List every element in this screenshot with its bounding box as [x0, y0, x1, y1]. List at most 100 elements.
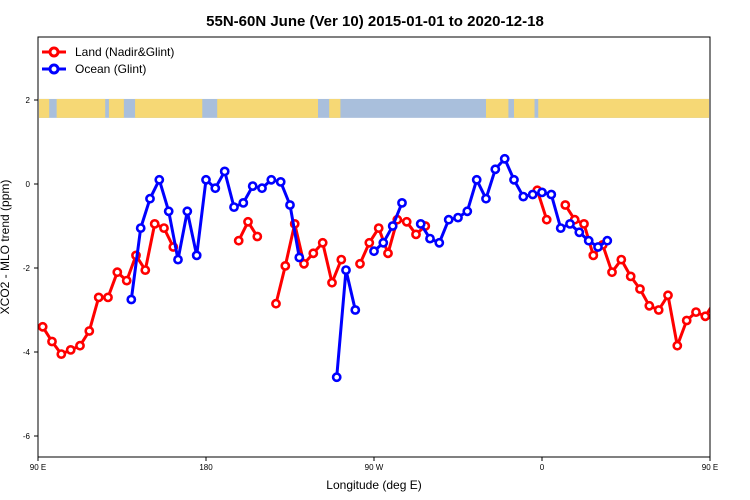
legend: Land (Nadir&Glint) Ocean (Glint)	[42, 45, 174, 76]
land-data-point	[336, 254, 347, 265]
x-tick-label: 180	[199, 463, 213, 472]
ocean-data-point	[238, 197, 249, 208]
land-series-line	[41, 222, 175, 356]
land-band-segment	[39, 98, 50, 118]
ocean-data-point	[509, 174, 519, 185]
land-data-point	[720, 325, 727, 332]
land-data-point	[709, 300, 710, 303]
ocean-data-point	[387, 221, 398, 231]
land-data-point	[625, 271, 636, 282]
legend-land-marker	[48, 46, 60, 58]
land-data-point	[588, 250, 599, 261]
land-data-point	[38, 321, 48, 332]
ocean-data-point	[565, 218, 575, 229]
land-band-segment	[108, 98, 124, 118]
y-tick-label: 2	[26, 96, 31, 105]
ocean-data-point	[369, 246, 379, 257]
land-data-point	[65, 344, 76, 355]
land-data-point	[730, 338, 737, 345]
ocean-data-point	[331, 372, 342, 383]
y-tick-label: -2	[23, 264, 31, 273]
ocean-data-point	[537, 187, 547, 198]
ocean-data-point	[518, 191, 529, 202]
land-band-segment	[538, 98, 709, 118]
land-data-point	[373, 223, 384, 233]
ocean-data-point	[574, 227, 585, 238]
land-data-point	[233, 235, 244, 246]
land-data-point	[364, 237, 375, 248]
land-data-point	[149, 218, 160, 229]
land-data-point	[93, 292, 104, 303]
ocean-data-point	[499, 153, 510, 164]
land-data-point	[560, 200, 571, 210]
x-tick-label: 90 W	[365, 463, 384, 472]
x-tick-label: 90 E	[702, 463, 718, 472]
ocean-data-point	[191, 250, 202, 261]
land-data-point	[317, 237, 328, 248]
ocean-data-point	[229, 202, 239, 212]
ocean-data-point	[443, 214, 454, 225]
land-data-point	[672, 340, 683, 351]
land-data-point	[355, 258, 365, 269]
ocean-data-point	[210, 183, 221, 194]
ocean-series-line	[335, 268, 357, 378]
land-data-point	[47, 336, 57, 347]
land-data-point	[607, 267, 617, 278]
ocean-data-point	[583, 235, 594, 246]
ocean-data-point	[145, 193, 155, 204]
y-tick-label: -6	[23, 432, 31, 441]
land-data-point	[280, 260, 291, 271]
x-axis-label: Longitude (deg E)	[326, 478, 421, 492]
y-tick-label: 0	[26, 180, 31, 189]
land-band-segment	[217, 98, 318, 118]
land-series-line	[564, 204, 710, 348]
ocean-data-point	[462, 206, 473, 217]
land-data-point	[681, 315, 692, 326]
legend-ocean-marker	[48, 63, 60, 75]
land-band-segment	[329, 98, 341, 118]
land-data-point	[112, 267, 123, 278]
land-data-point	[84, 326, 95, 336]
ocean-data-point	[593, 242, 603, 252]
land-data-point	[308, 248, 319, 259]
ocean-data-point	[350, 305, 361, 315]
plot-frame	[37, 36, 711, 458]
land-data-point	[299, 258, 309, 269]
land-data-point	[411, 229, 421, 240]
ocean-data-point	[257, 183, 267, 194]
ocean-data-point	[285, 200, 295, 210]
ocean-data-point	[294, 252, 305, 263]
land-data-point	[700, 311, 710, 322]
land-band-segment	[56, 98, 106, 118]
ocean-data-point	[555, 223, 566, 233]
ocean-data-point	[341, 265, 351, 275]
land-data-point	[75, 340, 85, 351]
land-data-point	[271, 298, 281, 309]
land-band-segment	[486, 98, 509, 118]
land-data-point	[739, 351, 746, 358]
ocean-data-point	[397, 197, 407, 208]
land-data-point	[121, 275, 132, 286]
land-data-point	[252, 231, 263, 242]
ocean-data-point	[173, 254, 183, 265]
series-group	[38, 153, 746, 383]
land-series-line	[274, 222, 343, 305]
land-data-point	[103, 292, 113, 303]
land-data-point	[140, 265, 151, 275]
ocean-data-point	[201, 174, 211, 185]
land-data-point	[579, 218, 589, 229]
ocean-data-point	[378, 237, 389, 248]
ocean-data-point	[481, 193, 491, 204]
land-band-segment	[135, 98, 203, 118]
land-data-point	[616, 254, 627, 265]
land-data-point	[541, 214, 552, 225]
ocean-data-point	[126, 294, 137, 305]
ocean-data-point	[266, 174, 277, 185]
ocean-data-point	[527, 189, 538, 200]
ocean-data-point	[471, 174, 482, 185]
ocean-data-point	[425, 233, 435, 244]
land-band-segment	[514, 98, 535, 118]
ocean-data-point	[546, 189, 557, 200]
land-data-point	[327, 277, 337, 288]
